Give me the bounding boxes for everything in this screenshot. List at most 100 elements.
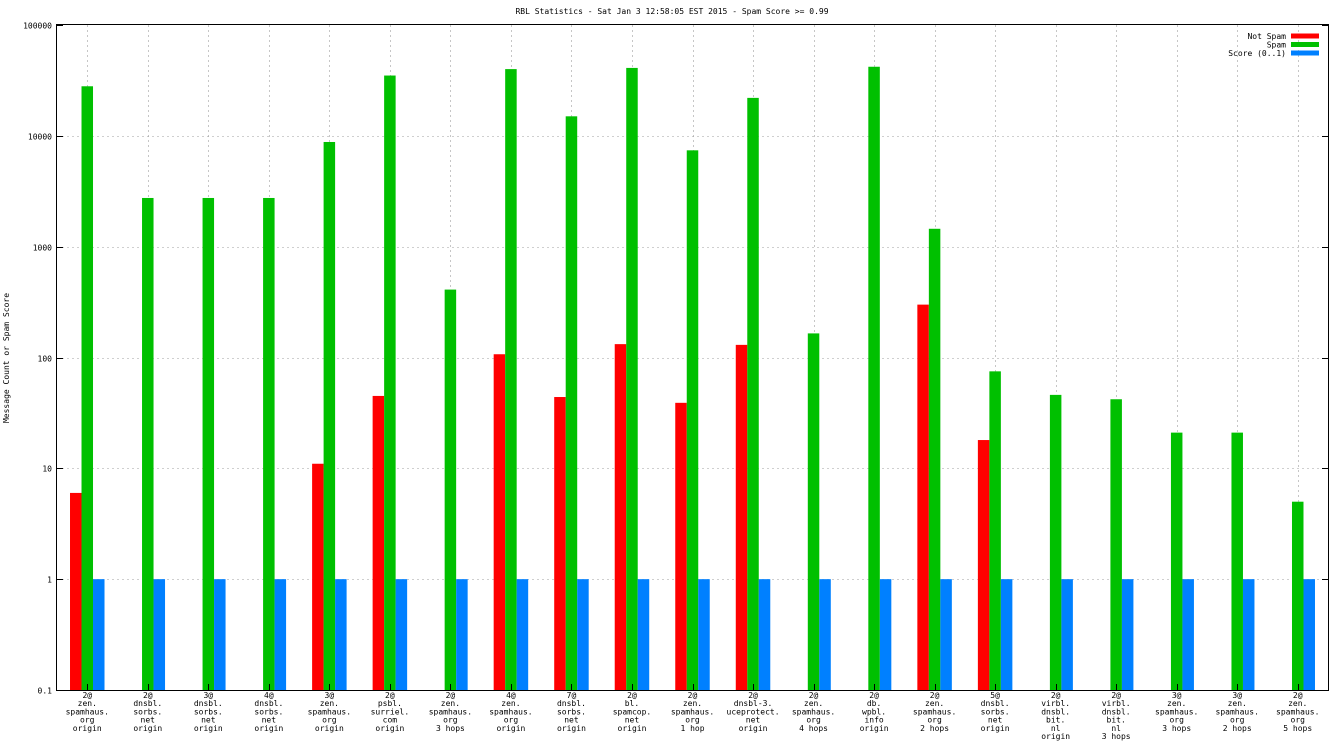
x-tick-label: 7@ [567,691,577,700]
x-tick-label: 5@ [990,691,1000,700]
bar-spam [384,75,396,690]
bar-score-0-1 [1182,579,1194,690]
x-tick-label: origin [496,724,525,733]
bar-score-0-1 [577,579,589,690]
x-tick-label: sorbs. [133,707,162,716]
x-tick-label: net [746,716,761,725]
x-tick-label: nl [1111,724,1121,733]
x-tick-label: wpbl. [862,707,886,716]
bar-spam [142,197,154,691]
x-tick-label: 2@ [143,691,153,700]
x-tick-label: 3@ [1172,691,1182,700]
bar-not-spam [977,440,990,690]
x-tick-label: 1 hop [680,724,704,733]
x-tick-label: db. [867,699,881,708]
bars [70,66,1315,691]
x-tick-label: net [988,716,1003,725]
x-tick-label: uceprotect. [727,707,780,716]
bar-spam [81,86,94,690]
x-tick-label: 3 hops [436,724,465,733]
bar-not-spam [917,304,929,690]
bar-score-0-1 [940,579,952,690]
bar-score-0-1 [153,579,166,690]
y-axis-label: Message Count or Spam Score [2,293,11,423]
x-tick-label: origin [557,724,586,733]
bar-score-0-1 [93,579,105,690]
legend-swatch [1291,42,1319,47]
bar-score-0-1 [758,579,771,690]
x-tick-label: spamhaus. [1216,707,1259,716]
bar-score-0-1 [1242,579,1255,690]
x-tick-label: 2@ [82,691,92,700]
x-tick-label: dnsbl. [981,699,1010,708]
x-tick-label: origin [254,724,283,733]
x-tick-label: origin [860,724,889,733]
bar-spam [868,66,880,691]
x-tick-label: zen. [1167,699,1186,708]
x-tick-label: origin [315,724,344,733]
y-tick-label: 10 [42,465,52,474]
bar-spam [686,150,699,691]
legend-label: Score (0..1) [1228,49,1286,58]
bar-spam [505,69,517,690]
x-tick-label: spamhaus. [792,707,835,716]
bar-spam [747,97,759,691]
x-tick-label: net [141,716,156,725]
x-tick-label: spamhaus. [913,707,956,716]
bar-not-spam [735,344,748,690]
y-tick-label: 1000 [33,244,52,253]
x-tick-label: org [806,716,821,725]
x-tick-label: nl [1051,724,1061,733]
x-tick-label: origin [739,724,768,733]
x-tick-label: psbl. [378,699,402,708]
bar-spam [263,197,275,691]
bar-spam [323,141,336,690]
x-tick-label: 3@ [325,691,335,700]
x-tick-label: dnsbl. [557,699,586,708]
bar-score-0-1 [698,579,710,690]
bar-score-0-1 [637,579,650,690]
bar-spam [202,197,215,691]
y-tick-label: 1 [47,576,52,585]
x-tick-label: org [1169,716,1184,725]
y-tick-label: 0.1 [38,687,53,696]
x-tick-label: 5 hops [1283,724,1312,733]
bar-not-spam [312,463,324,690]
x-tick-label: 2@ [809,691,819,700]
x-tick-label: 2@ [385,691,395,700]
x-tick-label: org [1230,716,1245,725]
x-tick-label: bit. [1107,716,1126,725]
x-tick-label: net [201,716,216,725]
bar-spam [1231,432,1243,690]
y-axis: 0.1 1 10 100 1000 10000 100000 [23,22,1328,696]
x-tick-label: dnsbl. [1041,707,1070,716]
x-tick-label: surriel. [371,707,410,716]
x-tick-label: spamhaus. [489,707,532,716]
x-tick-label: zen. [1288,699,1307,708]
plot-frame [56,24,1329,691]
x-tick-label: com [383,716,398,725]
x-tick-label: origin [1041,732,1070,741]
bar-spam [1291,501,1304,690]
bar-score-0-1 [274,579,287,690]
x-tick-label: bit. [1046,716,1065,725]
legend-label: Not Spam [1247,32,1286,41]
y-tick-label: 10000 [28,133,52,142]
x-tick-label: spamhaus. [308,707,351,716]
chart-title: RBL Statistics - Sat Jan 3 12:58:05 EST … [515,7,828,16]
x-tick-label: 2@ [446,691,456,700]
x-tick-label: virbl. [1041,699,1070,708]
bar-not-spam [70,492,82,690]
bar-score-0-1 [214,579,226,690]
x-tick-label: sorbs. [194,707,223,716]
bar-not-spam [614,344,627,690]
x-tick-label: net [625,716,640,725]
bar-spam [626,67,638,691]
bar-score-0-1 [1061,579,1073,690]
x-tick-label: dnsbl. [1102,707,1131,716]
x-tick-label: sorbs. [981,707,1010,716]
x-tick-label: 4@ [264,691,274,700]
x-tick-label: org [504,716,519,725]
x-tick-label: spamhaus. [1276,707,1319,716]
